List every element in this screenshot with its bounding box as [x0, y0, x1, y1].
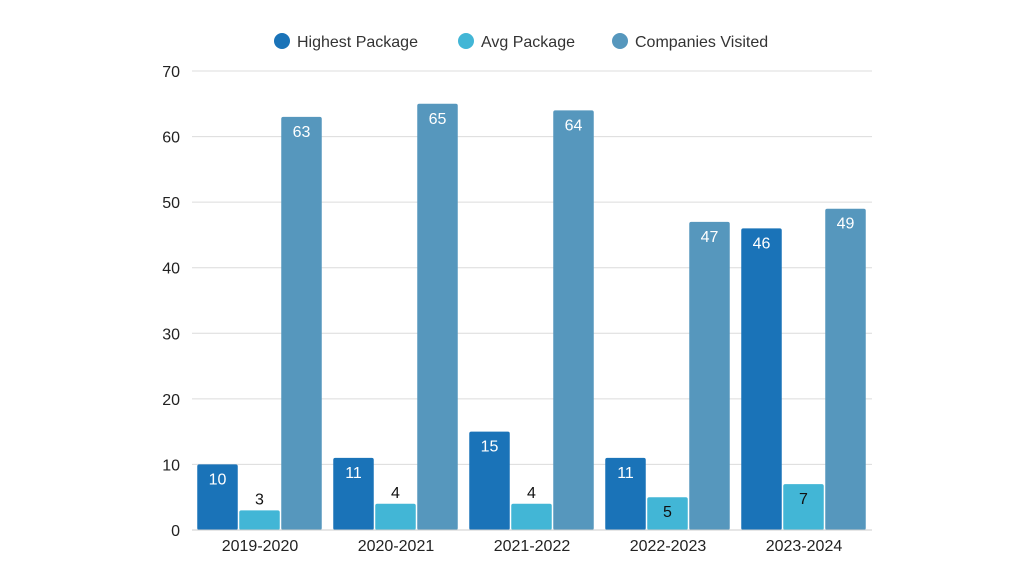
legend: Highest Package Avg Package Companies Visi…: [274, 33, 768, 51]
legend-label: Companies Visited: [635, 34, 768, 51]
data-label: 49: [837, 216, 855, 233]
bar-companies-visited-2020-2021: [417, 103, 458, 531]
data-label: 64: [565, 117, 583, 134]
x-tick-label: 2022-2023: [630, 538, 707, 555]
x-tick-label: 2020-2021: [358, 538, 435, 555]
bar-companies-visited-2023-2024: [825, 208, 866, 530]
data-label: 7: [799, 491, 808, 508]
data-label: 11: [345, 465, 362, 482]
data-label: 47: [701, 229, 719, 246]
data-label: 65: [429, 111, 447, 128]
legend-swatch: [612, 33, 628, 49]
bar-avg-package-2020-2021: [375, 503, 416, 530]
data-label: 3: [255, 491, 264, 508]
x-tick-label: 2021-2022: [494, 538, 571, 555]
bars: [197, 103, 866, 531]
bar-highest-package-2022-2023: [605, 457, 646, 530]
bar-avg-package-2019-2020: [239, 510, 280, 530]
y-tick-label: 60: [162, 130, 180, 147]
data-label: 10: [209, 471, 227, 488]
data-label: 15: [481, 439, 499, 456]
legend-item-companies-visited: Companies Visited: [612, 33, 768, 51]
legend-swatch: [458, 33, 474, 49]
y-tick-label: 0: [171, 523, 180, 540]
legend-swatch: [274, 33, 290, 49]
y-tick-label: 20: [162, 392, 180, 409]
x-tick-label: 2023-2024: [766, 538, 843, 555]
y-tick-label: 30: [162, 326, 180, 343]
legend-item-avg-package: Avg Package: [458, 33, 575, 51]
bar-avg-package-2021-2022: [511, 503, 552, 530]
x-tick-label: 2019-2020: [222, 538, 299, 555]
bar-highest-package-2021-2022: [469, 431, 510, 530]
bar-companies-visited-2021-2022: [553, 110, 594, 530]
y-tick-label: 50: [162, 195, 180, 212]
bar-avg-package-2023-2024: [783, 484, 824, 530]
bar-avg-package-2022-2023: [647, 497, 688, 530]
bar-companies-visited-2022-2023: [689, 221, 730, 531]
legend-label: Highest Package: [297, 34, 418, 51]
y-tick-label: 10: [162, 457, 180, 474]
bar-highest-package-2020-2021: [333, 457, 374, 530]
bar-companies-visited-2019-2020: [281, 116, 322, 531]
data-label: 4: [391, 485, 400, 502]
y-axis: 0 10 20 30 40 50 60 70: [162, 64, 180, 540]
data-label: 4: [527, 485, 536, 502]
bar-highest-package-2023-2024: [741, 228, 782, 530]
x-axis: 2019-2020 2020-2021 2021-2022 2022-2023 2023…: [192, 529, 872, 555]
data-label: 63: [293, 124, 311, 141]
data-labels: 10 3 63 11 4 65 15 4 64 11 5 47 46 7 49: [209, 111, 855, 521]
y-tick-label: 70: [162, 64, 180, 81]
bar-highest-package-2019-2020: [197, 464, 238, 530]
data-label: 5: [663, 504, 672, 521]
legend-label: Avg Package: [481, 34, 575, 51]
data-label: 11: [617, 465, 634, 482]
data-label: 46: [753, 235, 771, 252]
y-tick-label: 40: [162, 261, 180, 278]
legend-item-highest-package: Highest Package: [274, 33, 418, 51]
